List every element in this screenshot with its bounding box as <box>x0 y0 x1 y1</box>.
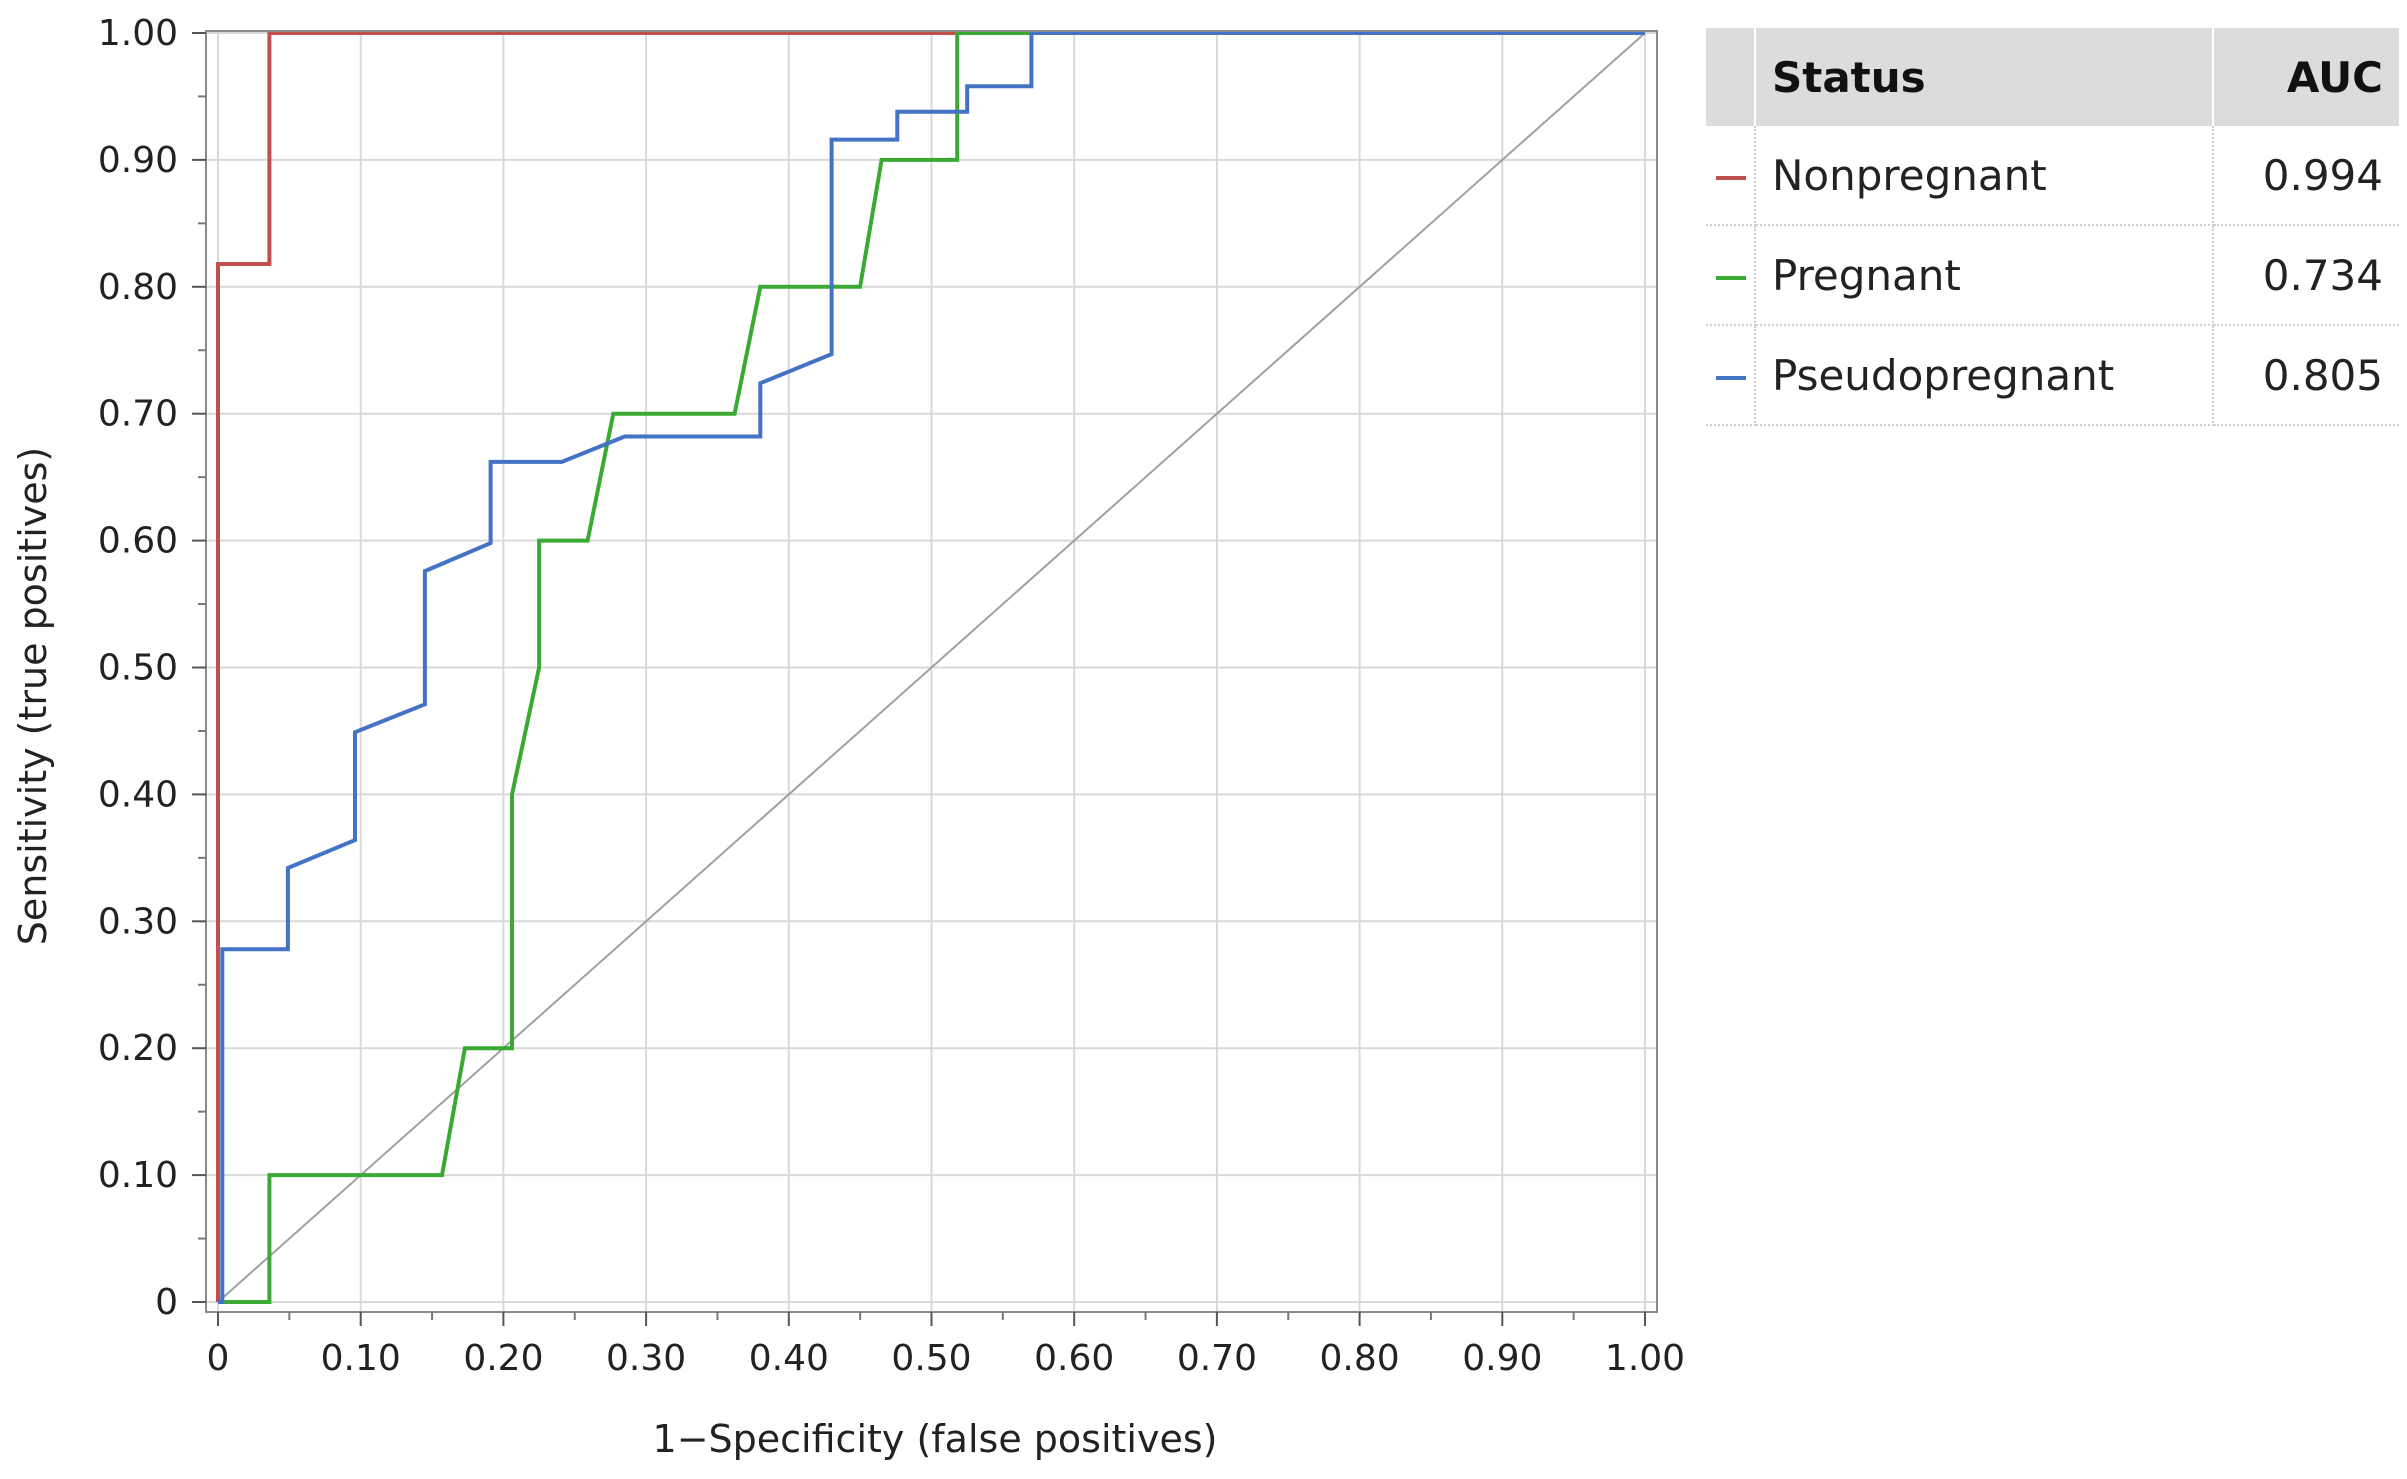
x-tick-label: 0 <box>207 1338 230 1379</box>
legend-header-status[interactable]: Status <box>1755 28 2214 126</box>
y-tick-label: 0.10 <box>98 1155 178 1196</box>
roc-line-pregnant <box>218 31 1645 1304</box>
x-tick-label: 0.80 <box>1320 1338 1400 1379</box>
legend-row-nonpregnant: Nonpregnant 0.994 <box>1706 126 2399 226</box>
x-tick-label: 1.00 <box>1605 1338 1685 1379</box>
legend-label-nonpregnant: Nonpregnant <box>1755 126 2214 226</box>
roc-plot-svg: 0 0.10 0.20 0.30 0.40 0.50 0.60 0.70 0.80 0.90 1.0… <box>11 13 1685 1461</box>
x-tick-label: 0.30 <box>606 1338 686 1379</box>
x-tick-label: 0.50 <box>891 1338 971 1379</box>
legend-header-blank <box>1706 28 1756 126</box>
legend-swatch-pseudopregnant <box>1716 376 1746 380</box>
y-tick-label: 0.90 <box>98 140 178 181</box>
y-axis-ticks: 0 0.10 0.20 0.30 0.40 0.50 0.60 0.70 0.80 0.90 1.0… <box>98 13 206 1323</box>
legend-auc-pseudopregnant: 0.805 <box>2212 325 2399 426</box>
y-tick-label: 0 <box>155 1282 178 1323</box>
x-tick-label: 0.90 <box>1462 1338 1542 1379</box>
legend-swatch-pregnant <box>1716 276 1746 280</box>
auc-legend-table: Status AUC Nonpregnant 0.994 Pregnant 0.… <box>1706 28 2399 426</box>
x-tick-label: 0.70 <box>1177 1338 1257 1379</box>
y-tick-label: 0.50 <box>98 648 178 689</box>
y-tick-label: 0.40 <box>98 774 178 815</box>
y-tick-label: 0.60 <box>98 521 178 562</box>
legend-header-auc[interactable]: AUC <box>2212 28 2399 126</box>
y-tick-label: 0.80 <box>98 267 178 308</box>
x-tick-label: 0.40 <box>749 1338 829 1379</box>
y-tick-label: 0.70 <box>98 394 178 435</box>
x-axis-title: 1−Specificity (false positives) <box>653 1417 1218 1461</box>
x-axis-ticks: 0 0.10 0.20 0.30 0.40 0.50 0.60 0.70 0.80 0.90 1.0… <box>207 1312 1685 1379</box>
legend-label-pregnant: Pregnant <box>1755 225 2214 326</box>
x-tick-label: 0.60 <box>1034 1338 1114 1379</box>
legend-swatch-cell <box>1706 126 1756 226</box>
legend-row-pregnant: Pregnant 0.734 <box>1706 225 2399 326</box>
y-tick-label: 0.30 <box>98 901 178 942</box>
x-tick-label: 0.10 <box>321 1338 401 1379</box>
legend-auc-nonpregnant: 0.994 <box>2212 126 2399 226</box>
legend-swatch-cell <box>1706 325 1756 426</box>
x-tick-label: 0.20 <box>463 1338 543 1379</box>
y-tick-label: 1.00 <box>98 13 178 54</box>
legend-header-row: Status AUC <box>1706 28 2399 126</box>
legend-auc-pregnant: 0.734 <box>2212 225 2399 326</box>
legend-swatch-nonpregnant <box>1716 176 1746 180</box>
legend-row-pseudopregnant: Pseudopregnant 0.805 <box>1706 325 2399 426</box>
legend-label-pseudopregnant: Pseudopregnant <box>1755 325 2214 426</box>
roc-line-pseudopregnant <box>218 31 1645 1304</box>
series-lines <box>216 31 1645 1304</box>
roc-chart: 0 0.10 0.20 0.30 0.40 0.50 0.60 0.70 0.80 0.90 1.0… <box>11 13 1685 1461</box>
y-axis-title: Sensitivity (true positives) <box>11 447 55 945</box>
legend-swatch-cell <box>1706 225 1756 326</box>
y-tick-label: 0.20 <box>98 1028 178 1069</box>
